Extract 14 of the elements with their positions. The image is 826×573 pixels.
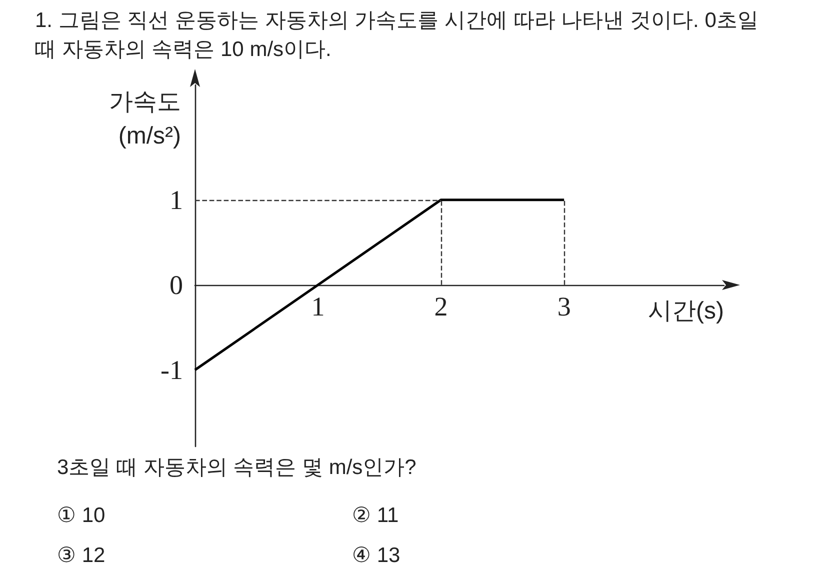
text: 3초일 때 자동차의 속력은 몇 m/s인가?	[57, 455, 416, 481]
x-tick-label: 2	[434, 291, 448, 322]
text: ① 10	[57, 503, 106, 528]
x-tick-label: 1	[311, 291, 325, 322]
chart-title: 1. 그림은 직선 운동하는 자동차의 가속도를 시간에 따라 나타낸 것이다. 0초일 때 자동차의 속력은 10 m/s이다.	[35, 8, 760, 63]
y-tick-label: 0	[170, 270, 183, 300]
text: ③ 12	[57, 543, 106, 568]
x-tick-label: 3	[557, 291, 571, 322]
text: ② 11	[352, 503, 399, 528]
y-tick-label: 1	[170, 184, 183, 215]
y-tick-label: -1	[160, 354, 183, 385]
y-axis-title: 가속도 (m/s²)	[109, 88, 181, 150]
text: ④ 13	[352, 543, 400, 568]
x-axis-title: 시간(s)	[648, 297, 724, 324]
